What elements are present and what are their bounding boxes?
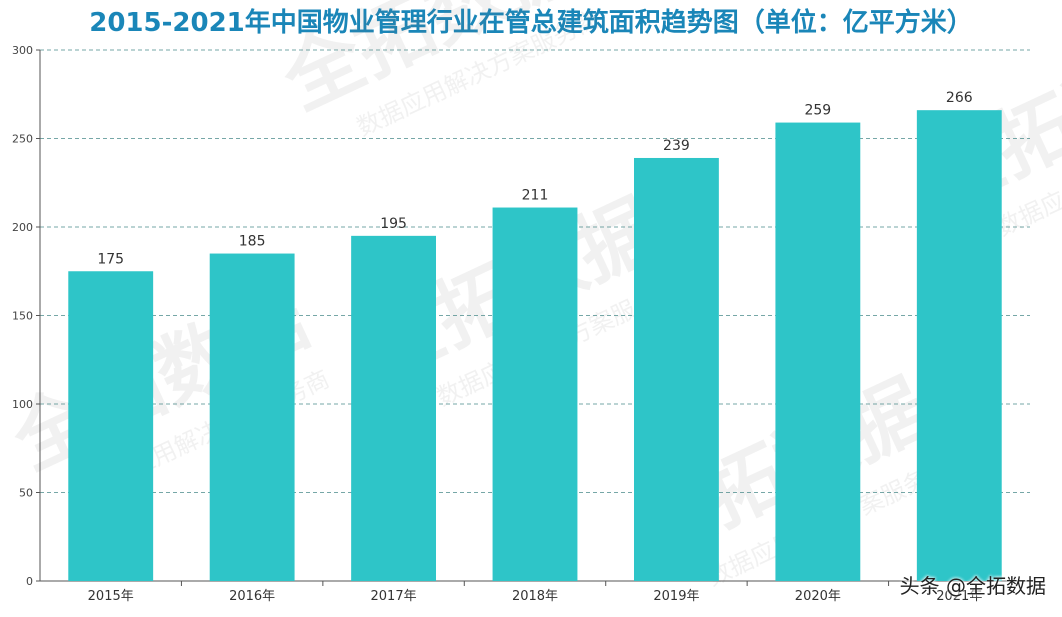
bar xyxy=(775,122,861,581)
data-labels: 175 185 195 211 239 259 266 xyxy=(97,90,972,267)
data-label: 195 xyxy=(380,216,407,232)
x-tick-label: 2017年 xyxy=(371,589,417,604)
bar xyxy=(68,271,154,581)
data-label: 259 xyxy=(804,103,831,119)
chart-title: 2015-2021年中国物业管理行业在管总建筑面积趋势图（单位：亿平方米） xyxy=(89,8,973,38)
bar xyxy=(634,157,719,581)
y-tick-label: 50 xyxy=(19,487,33,500)
data-label: 185 xyxy=(239,234,266,250)
data-label: 175 xyxy=(97,251,124,267)
y-tick-label: 0 xyxy=(26,575,33,588)
y-tick-label: 100 xyxy=(12,398,33,411)
x-tick-label: 2015年 xyxy=(88,589,134,604)
y-tick-label: 300 xyxy=(12,44,33,57)
source-credit: 头条 @全拓数据 xyxy=(899,574,1046,598)
bar xyxy=(916,110,1002,582)
x-tick-label: 2020年 xyxy=(795,589,841,604)
y-tick-label: 150 xyxy=(12,310,33,323)
grid-lines xyxy=(40,49,1030,493)
bar xyxy=(209,253,295,582)
x-tick-label: 2021年 xyxy=(936,589,982,604)
x-tick-label: 2016年 xyxy=(229,589,275,604)
bars xyxy=(68,110,1002,582)
x-tick-labels: 2015年 2016年 2017年 2018年 2019年 2020年 2021年 xyxy=(88,589,983,604)
y-tick-label: 250 xyxy=(12,133,33,146)
data-label: 266 xyxy=(946,90,973,106)
bar xyxy=(492,207,578,581)
y-tick-label: 200 xyxy=(12,221,33,234)
y-tick-labels: 0 50 100 150 200 250 300 xyxy=(12,44,33,588)
x-tick-label: 2019年 xyxy=(653,589,699,604)
x-tick-label: 2018年 xyxy=(512,589,558,604)
data-label: 211 xyxy=(522,188,549,204)
bar xyxy=(351,235,436,581)
data-label: 239 xyxy=(663,138,690,154)
